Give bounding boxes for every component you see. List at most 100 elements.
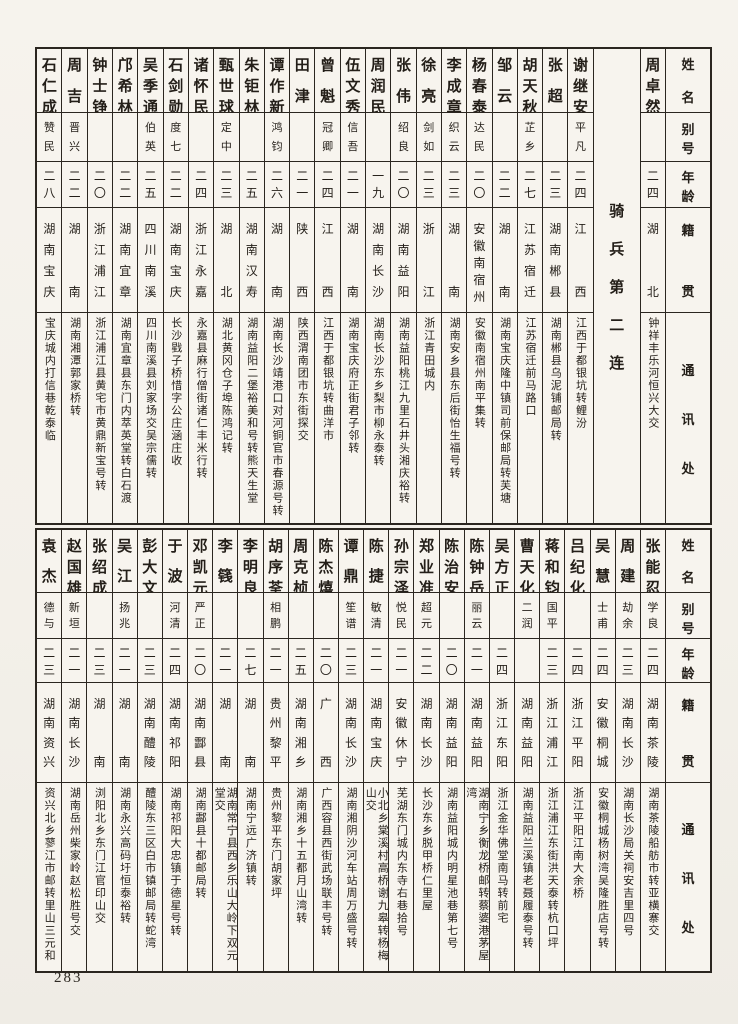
char: 三 bbox=[220, 186, 233, 200]
char: 湖 bbox=[445, 697, 458, 711]
char: 甄 bbox=[218, 58, 234, 74]
alias-cell bbox=[640, 112, 665, 161]
name-cell: 陈治安 bbox=[440, 530, 464, 592]
char: 南 bbox=[372, 243, 385, 257]
char: 通 bbox=[143, 100, 159, 112]
header-address: 通讯处 bbox=[666, 782, 710, 971]
char: 阳 bbox=[445, 754, 458, 769]
alias-cell: 达民 bbox=[467, 112, 492, 161]
char: 二 bbox=[321, 169, 334, 183]
name-cell: 钟士铮 bbox=[88, 49, 112, 112]
alias-cell: 绍良 bbox=[391, 112, 416, 161]
age-cell: 二八 bbox=[37, 161, 62, 207]
char: 南 bbox=[498, 285, 511, 299]
person-column: 曾魁冠卿二四江西江西于都银坑转曲洋市 bbox=[314, 49, 340, 523]
char: 七 bbox=[170, 141, 182, 153]
address-cell: 湖南宁乡衡龙桥邮转蔡婆港茅屋湾 bbox=[464, 782, 489, 971]
char: 天 bbox=[519, 560, 535, 576]
char: 胡 bbox=[268, 539, 284, 555]
alias-cell: 鸿钧 bbox=[264, 112, 290, 161]
native-cell: 湖南长沙 bbox=[615, 682, 640, 782]
char: 严 bbox=[194, 602, 206, 614]
char: 鸿 bbox=[271, 122, 283, 134]
char: 阳 bbox=[397, 285, 410, 299]
char: 邓 bbox=[192, 539, 208, 555]
name-cell: 田津 bbox=[290, 49, 314, 112]
char: 准 bbox=[419, 581, 435, 592]
name-cell: 邹云 bbox=[493, 49, 517, 112]
char: 二 bbox=[68, 186, 81, 200]
char: 二 bbox=[43, 646, 56, 660]
char: 郑 bbox=[419, 539, 435, 555]
char: 周 bbox=[645, 58, 661, 74]
char: 四 bbox=[646, 663, 659, 677]
char: 四 bbox=[646, 186, 659, 200]
char: 湖 bbox=[68, 222, 81, 236]
address-text: 湖南湘阴沙河车站周万盛号转 bbox=[345, 787, 358, 950]
char: 二 bbox=[420, 646, 433, 660]
char: 雄 bbox=[66, 581, 82, 592]
char: 沙 bbox=[420, 754, 433, 769]
address-cell: 安徽桐城杨树湾吴隆胜店号转 bbox=[590, 782, 615, 971]
alias-cell bbox=[290, 112, 315, 161]
alias-cell: 度七 bbox=[163, 112, 188, 161]
name-cell: 周克桢 bbox=[289, 530, 313, 592]
address-text: 江西于都银坑转曲洋市 bbox=[321, 317, 334, 442]
name-cell: 赵国雄 bbox=[62, 530, 86, 592]
alias-cell bbox=[87, 592, 112, 638]
age-cell: 二一 bbox=[112, 638, 137, 682]
address-text: 湖南宝庆府正街君子邻转 bbox=[346, 317, 359, 455]
char: 南 bbox=[445, 716, 458, 731]
char: 秋 bbox=[522, 100, 538, 112]
person-column: 吴慧士甫二四安徽桐城安徽桐城杨树湾吴隆胜店号转 bbox=[589, 530, 615, 971]
char: 湖 bbox=[68, 697, 81, 711]
name-cell: 周建 bbox=[616, 530, 640, 592]
char: 溪 bbox=[144, 285, 157, 299]
address-cell: 江西于都银坑转曲洋市 bbox=[315, 312, 340, 523]
char: 一 bbox=[395, 663, 408, 677]
char: 二 bbox=[549, 169, 562, 183]
alias-cell bbox=[213, 592, 238, 638]
person-column: 周润民一九湖南长沙湖南长沙东乡梨市柳永泰转 bbox=[365, 49, 391, 523]
name-cell: 彭大文 bbox=[138, 530, 162, 592]
address-text: 湖南茶陵船舫市转亚横寨交 bbox=[646, 787, 659, 937]
char: 长 bbox=[372, 264, 385, 278]
char: 吴 bbox=[143, 58, 159, 74]
age-cell: 二三 bbox=[338, 638, 364, 682]
char: 孙 bbox=[393, 539, 409, 555]
native-cell: 浙江东阳 bbox=[489, 682, 515, 782]
char: 鹏 bbox=[270, 618, 282, 630]
alias-cell: 二润 bbox=[515, 592, 540, 638]
char: 南 bbox=[473, 256, 486, 270]
char: 李 bbox=[242, 539, 258, 555]
char: 沙 bbox=[372, 285, 385, 299]
char: 沙 bbox=[621, 754, 634, 769]
name-cell: 谢继安 bbox=[568, 49, 592, 112]
person-column: 李成章织云二三湖南湖南安乡县东后街怡生福号转 bbox=[440, 49, 467, 523]
address-cell: 小北乡棠溪村高桥谢九皋转杨梅山交 bbox=[364, 782, 389, 971]
address-text: 湖南益阳桃江九里石井头湘庆裕转 bbox=[397, 317, 410, 505]
address-cell: 宝庆城内打信巷乾泰临 bbox=[37, 312, 62, 523]
char: 湖 bbox=[43, 697, 56, 711]
person-column: 陈钟岳丽云二一湖南益阳湖南宁乡衡龙桥邮转蔡婆港茅屋湾 bbox=[463, 530, 489, 971]
char: 〇 bbox=[445, 663, 458, 677]
native-cell: 湖南资兴 bbox=[37, 682, 62, 782]
char: 文 bbox=[345, 79, 361, 95]
char: 二 bbox=[397, 169, 410, 183]
address-cell: 永嘉县麻行僧街诸仁丰米行转 bbox=[188, 312, 214, 523]
person-column: 石仁成赞民二八湖南宝庆宝庆城内打信巷乾泰临 bbox=[37, 49, 62, 523]
header-name: 姓名 bbox=[666, 530, 710, 592]
address-text: 芜湖东门城内东寺右巷拾号 bbox=[395, 787, 408, 937]
char: 七 bbox=[244, 663, 257, 677]
char: 安 bbox=[573, 100, 589, 112]
char: 湖 bbox=[219, 697, 232, 711]
char: 熺 bbox=[318, 581, 334, 592]
char: 二 bbox=[119, 186, 132, 200]
name-cell: 石仁成 bbox=[37, 49, 61, 112]
address-cell: 湖南安乡县东后街怡生福号转 bbox=[441, 312, 467, 523]
char: 治 bbox=[444, 560, 460, 576]
address-cell: 湖南永兴高码圩恒泰裕转 bbox=[112, 782, 137, 971]
person-column: 胡序荃相鹏二一贵州黎平贵州黎平东门胡家坪 bbox=[262, 530, 288, 971]
name-cell: 吴方正 bbox=[490, 530, 514, 592]
